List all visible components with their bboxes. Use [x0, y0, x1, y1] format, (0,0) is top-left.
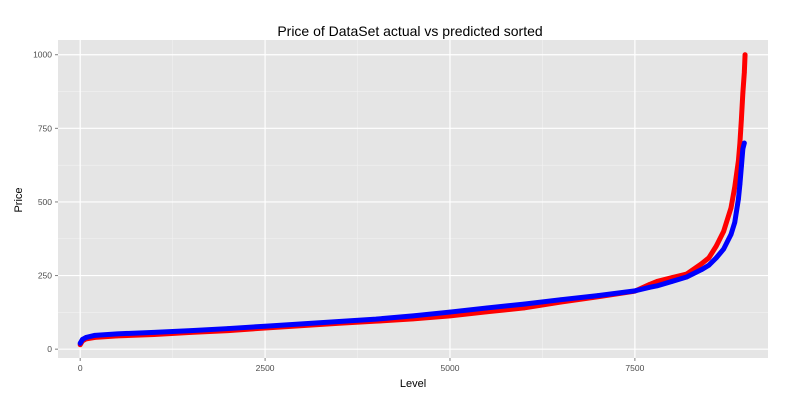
data-point [484, 309, 490, 315]
y-tick-label: 250 [38, 271, 52, 281]
ticks: 0 2500 5000 7500 0 250 500 750 1000 [33, 50, 645, 373]
data-point [647, 285, 652, 290]
data-point [728, 205, 734, 211]
data-point [151, 330, 157, 335]
data-point [654, 279, 660, 284]
data-point [721, 229, 726, 234]
x-axis-title: Level [400, 378, 426, 390]
data-point [336, 319, 342, 324]
data-point [737, 140, 743, 146]
data-point [740, 90, 746, 96]
data-point [447, 313, 453, 319]
data-point [410, 313, 416, 319]
data-point [728, 232, 734, 237]
series-line [77, 140, 747, 346]
series-layer [77, 52, 748, 348]
data-point [732, 184, 738, 190]
x-tick-label: 2500 [256, 363, 275, 373]
y-tick-label: 1000 [33, 50, 52, 60]
data-point [632, 288, 638, 294]
data-point [595, 293, 601, 298]
chart-title: Price of DataSet actual vs predicted sor… [277, 23, 542, 39]
data-point [654, 283, 660, 289]
data-point [739, 117, 744, 122]
plot-panel [58, 40, 768, 358]
data-point [742, 140, 747, 146]
data-point [742, 70, 747, 75]
data-point [740, 146, 746, 152]
data-point [262, 323, 268, 329]
data-point [713, 255, 719, 261]
data-point [447, 309, 453, 315]
data-point [299, 321, 305, 327]
data-point [732, 220, 738, 225]
data-point [484, 305, 490, 311]
y-axis-title: Price [13, 187, 25, 212]
data-point [80, 337, 85, 342]
data-point [521, 301, 527, 307]
data-point [92, 333, 98, 338]
data-point [373, 316, 379, 322]
x-tick-label: 7500 [625, 363, 644, 373]
y-tick-label: 0 [47, 344, 52, 354]
data-point [699, 267, 704, 272]
data-point [739, 164, 744, 169]
grid [58, 40, 768, 358]
series-2 [77, 140, 747, 346]
data-point [114, 331, 120, 337]
data-point [713, 243, 719, 249]
data-point [558, 297, 564, 303]
x-tick-label: 5000 [441, 363, 460, 373]
data-point [706, 262, 712, 268]
y-tick-label: 500 [38, 197, 52, 207]
x-tick-label: 0 [78, 363, 83, 373]
data-point [83, 335, 89, 340]
data-point [188, 328, 194, 333]
data-point [521, 305, 527, 311]
data-point [706, 255, 712, 261]
data-point [225, 326, 231, 331]
data-point [721, 246, 726, 252]
data-point [737, 181, 743, 187]
data-point [669, 279, 675, 284]
data-point [699, 261, 704, 267]
data-point [77, 340, 83, 346]
y-tick-label: 750 [38, 123, 52, 133]
data-point [736, 196, 741, 202]
data-point [684, 274, 689, 280]
data-point [742, 52, 748, 58]
